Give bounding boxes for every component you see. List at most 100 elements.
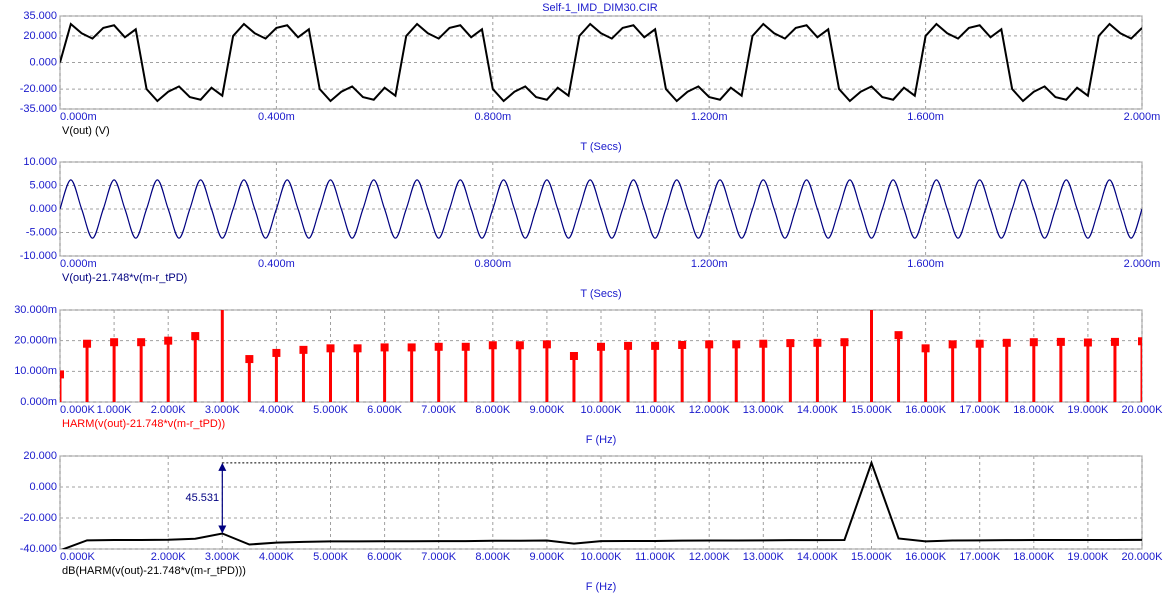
x-tick-label: 5.000K	[313, 404, 349, 416]
stem-marker	[461, 342, 470, 351]
y-tick-label: 20.000m	[14, 335, 57, 347]
y-tick-label: 10.000	[23, 156, 57, 168]
x-tick-label: 20.000K	[1122, 404, 1164, 416]
x-tick-label: 18.000K	[1013, 551, 1055, 563]
x-tick-label: 17.000K	[959, 404, 1001, 416]
stem-marker	[1083, 338, 1092, 347]
y-tick-label: 0.000	[29, 203, 57, 215]
x-tick-label: 3.000K	[205, 551, 241, 563]
x-tick-label: 0.400m	[258, 111, 295, 123]
x-tick-label: 9.000K	[529, 551, 565, 563]
series-line	[60, 22, 1142, 103]
stem-marker	[597, 342, 605, 351]
x-tick-label: 0.000K	[60, 551, 96, 563]
stem-marker	[326, 344, 335, 353]
x-tick-label: 7.000K	[421, 551, 457, 563]
y-tick-label: 0.000m	[20, 396, 57, 408]
stem-marker	[353, 344, 362, 353]
x-tick-label: 14.000K	[797, 551, 839, 563]
x-tick-label: 0.000m	[60, 111, 97, 123]
stem-marker	[759, 339, 768, 348]
plot	[60, 459, 1142, 549]
stem-marker	[840, 338, 849, 347]
series-name: dB(HARM(v(out)-21.748*v(m-r_tPD)))	[62, 565, 246, 577]
stem-marker	[299, 345, 308, 354]
x-tick-label: 2.000m	[1124, 111, 1161, 123]
y-tick-label: -35.000	[20, 103, 57, 115]
series-name: V(out)-21.748*v(m-r_tPD)	[62, 272, 187, 284]
x-tick-label: 0.400m	[258, 258, 295, 270]
x-tick-label: 1.200m	[691, 111, 728, 123]
x-tick-label: 15.000K	[851, 551, 893, 563]
stem-marker	[678, 340, 687, 349]
y-tick-label: 30.000m	[14, 304, 57, 316]
x-tick-label: 11.000K	[635, 404, 676, 416]
x-tick-label: 6.000K	[367, 404, 403, 416]
y-tick-label: 10.000m	[14, 365, 57, 377]
stem-marker	[164, 336, 173, 345]
y-tick-label: -5.000	[26, 226, 57, 238]
stem-marker	[569, 352, 578, 360]
annotation-label: 45.531	[185, 492, 219, 504]
x-tick-label: 0.000m	[60, 258, 97, 270]
x-tick-label: 19.000K	[1067, 551, 1109, 563]
stem-marker	[1029, 338, 1038, 347]
stem-marker	[705, 340, 714, 349]
arrow-head	[218, 525, 227, 534]
x-tick-label: 14.000K	[797, 404, 839, 416]
plot-area	[59, 455, 1143, 550]
y-tick-label: -10.000	[20, 250, 57, 262]
x-tick-label: 13.000K	[743, 551, 785, 563]
plot	[60, 179, 1142, 239]
stem-marker	[813, 338, 822, 347]
x-tick-label: 17.000K	[959, 551, 1001, 563]
y-tick-label: 35.000	[23, 10, 57, 22]
stem-marker	[110, 338, 119, 347]
x-tick-label: 9.000K	[529, 404, 565, 416]
stem-marker	[434, 342, 443, 351]
stem-marker	[191, 332, 200, 341]
stem-marker	[83, 339, 92, 348]
x-tick-label: 20.000K	[1122, 551, 1164, 563]
x-tick-label: 2.000m	[1124, 258, 1161, 270]
x-tick-label: 3.000K	[205, 404, 241, 416]
x-tick-label: 0.000K	[60, 404, 96, 416]
series-line	[60, 179, 1142, 239]
chart-title: Self-1_IMD_DIM30.CIR	[542, 2, 658, 14]
stem-marker	[975, 339, 984, 348]
stem-marker	[786, 339, 795, 348]
x-tick-label: 10.000K	[581, 404, 623, 416]
stem-marker	[1138, 337, 1142, 346]
y-tick-label: 0.000	[29, 56, 57, 68]
x-tick-label: 1.600m	[907, 258, 944, 270]
stem-marker	[624, 341, 633, 350]
series-name: HARM(v(out)-21.748*v(m-r_tPD))	[62, 418, 225, 430]
stem-marker	[948, 340, 957, 349]
x-tick-label: 11.000K	[635, 551, 676, 563]
stem-marker	[1002, 338, 1011, 347]
x-tick-label: 16.000K	[905, 404, 947, 416]
x-tick-label: 0.800m	[474, 111, 511, 123]
x-tick-label: 1.000K	[97, 404, 133, 416]
x-tick-label: 8.000K	[475, 551, 511, 563]
x-tick-label: 4.000K	[259, 551, 295, 563]
x-axis-label: F (Hz)	[586, 434, 617, 446]
series-line	[60, 459, 1142, 549]
stem-marker	[272, 348, 281, 357]
stem-marker	[921, 344, 930, 353]
x-tick-label: 2.000K	[151, 551, 187, 563]
y-tick-label: 0.000	[29, 481, 57, 493]
series-name: V(out) (V)	[62, 125, 110, 137]
x-tick-label: 16.000K	[905, 551, 947, 563]
x-tick-label: 15.000K	[851, 404, 893, 416]
y-tick-label: 20.000	[23, 450, 57, 462]
stem-marker	[542, 340, 551, 349]
x-tick-label: 4.000K	[259, 404, 295, 416]
x-tick-label: 7.000K	[421, 404, 457, 416]
x-tick-label: 2.000K	[151, 404, 187, 416]
x-tick-label: 13.000K	[743, 404, 785, 416]
y-tick-label: -20.000	[20, 512, 57, 524]
y-tick-label: 5.000	[29, 179, 57, 191]
stem-marker	[894, 331, 903, 340]
